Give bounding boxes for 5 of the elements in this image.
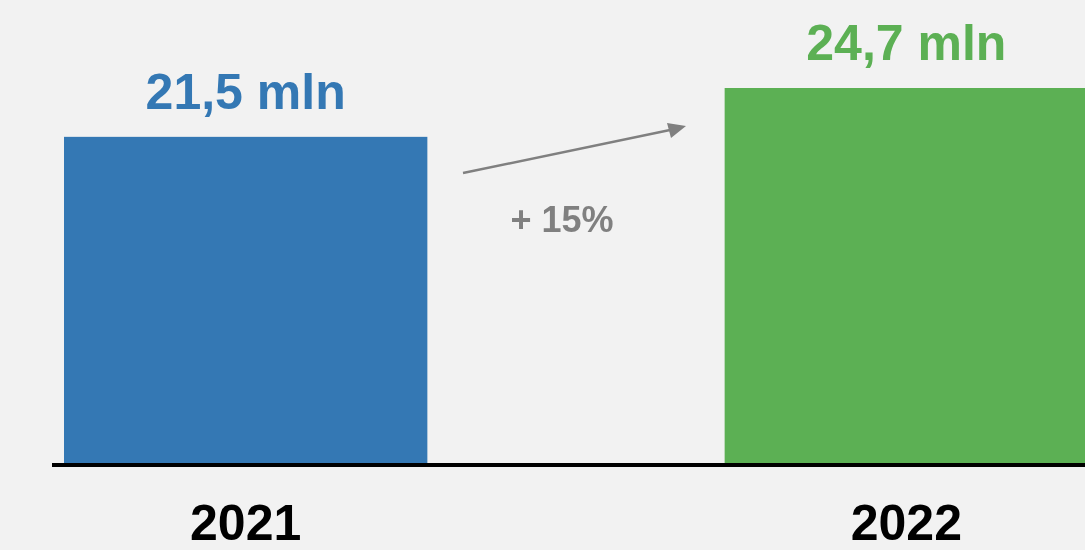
x-tick-label: 2021 <box>190 495 302 550</box>
data-label: 21,5 mln <box>145 63 346 120</box>
data-label: 24,7 mln <box>806 15 1007 71</box>
annotation: + 15% <box>510 199 614 240</box>
x-tick-label: 2022 <box>850 495 962 550</box>
